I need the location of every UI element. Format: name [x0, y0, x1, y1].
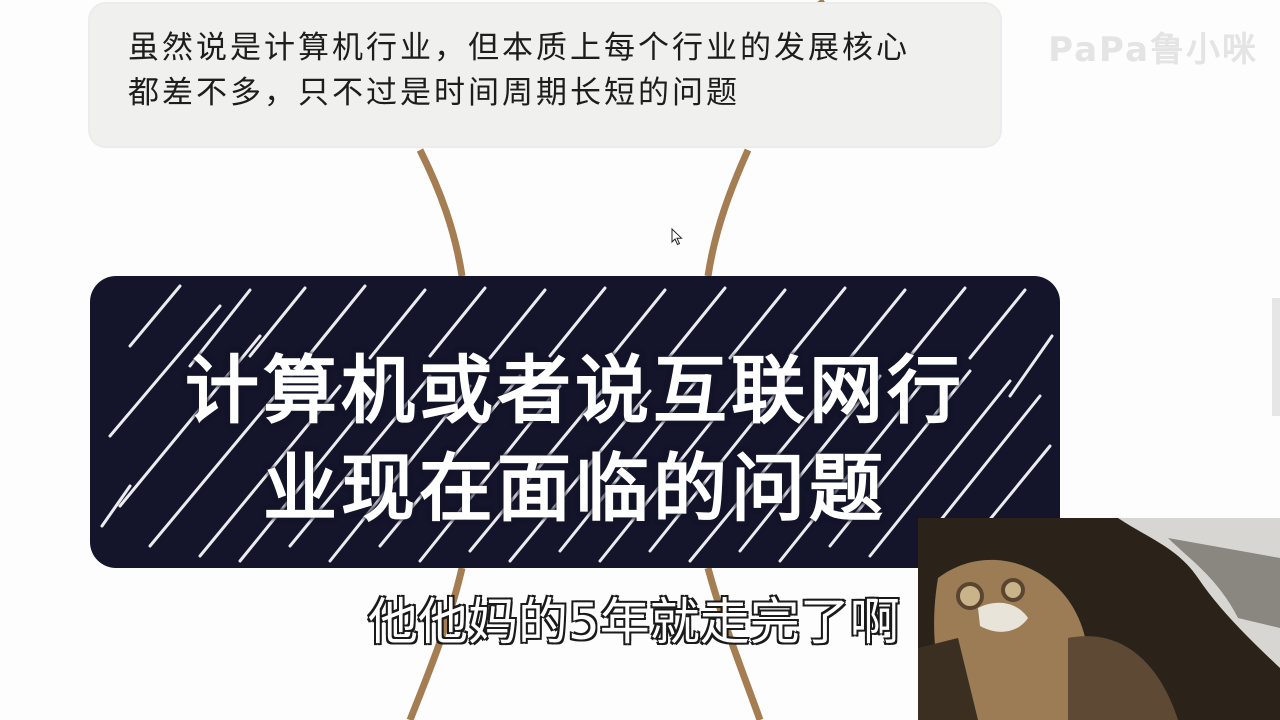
webcam-feed [918, 518, 1280, 720]
mouse-pointer-icon [671, 228, 683, 246]
title-line-2: 业现在面临的问题 [263, 446, 887, 532]
title-card: 计算机或者说互联网行 业现在面临的问题 [90, 276, 1060, 568]
title-line-1: 计算机或者说互联网行 [185, 348, 965, 434]
quote-line-1: 虽然说是计算机行业，但本质上每个行业的发展核心 [128, 30, 910, 66]
quote-box [88, 2, 1002, 148]
scroll-indicator[interactable] [1272, 298, 1280, 416]
watermark-text: PaPa鲁小咪 [1048, 30, 1258, 70]
quote-line-2: 都差不多，只不过是时间周期长短的问题 [128, 75, 740, 111]
subtitle-caption: 他他妈的5年就走完了啊 [367, 592, 901, 652]
curve-left-top [416, 148, 466, 277]
webcam-overlay [918, 518, 1280, 720]
curve-left-bottom [406, 567, 466, 720]
hatch-pattern [100, 284, 1054, 563]
curve-right-bottom [704, 567, 764, 720]
curve-right-top [704, 148, 752, 277]
quote-text: 虽然说是计算机行业，但本质上每个行业的发展核心 都差不多，只不过是时间周期长短的… [128, 26, 988, 116]
title-heading: 计算机或者说互联网行 业现在面临的问题 [90, 342, 1060, 538]
